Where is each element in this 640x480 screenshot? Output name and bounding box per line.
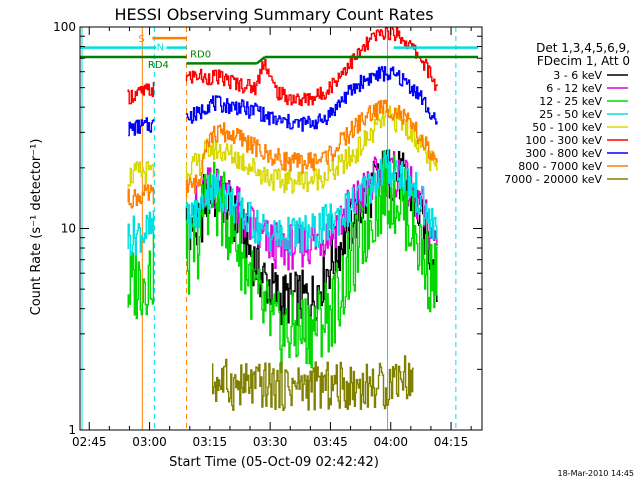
legend-label-1: 6 - 12 keV xyxy=(546,82,602,95)
x-tick-label: 03:30 xyxy=(253,435,288,449)
axes: 1 10 100 02:45 03:00 03:15 03:30 03:45 04:00 04:1… xyxy=(53,20,483,449)
legend-label-3: 25 - 50 keV xyxy=(539,108,602,121)
y-tick-label: 10 xyxy=(61,222,76,236)
legend-label-5: 100 - 300 keV xyxy=(525,134,602,147)
legend-header-line1: Det 1,3,4,5,6,9, xyxy=(536,41,630,55)
state-label-rd0: RD0 xyxy=(190,49,211,60)
y-axis-label: Count Rate (s⁻¹ detector⁻¹) xyxy=(29,139,44,316)
plot-area: S N RD4 RD0 xyxy=(80,27,478,430)
series-line-3 xyxy=(127,149,438,256)
series-line-5 xyxy=(127,27,438,107)
data-series xyxy=(127,27,438,411)
x-tick-label: 04:15 xyxy=(434,435,469,449)
series-line-6 xyxy=(128,66,438,137)
x-tick-label: 03:15 xyxy=(193,435,228,449)
footer-timestamp: 18-Mar-2010 14:45 xyxy=(558,469,635,478)
state-label-n: N xyxy=(157,43,164,54)
legend-label-4: 50 - 100 keV xyxy=(532,121,602,134)
series-line-0 xyxy=(185,149,438,326)
series-line-8 xyxy=(212,355,414,411)
legend-label-2: 12 - 25 keV xyxy=(539,95,602,108)
y-tick-label: 1 xyxy=(68,423,76,437)
series-line-4 xyxy=(127,105,438,194)
state-bar-rd0-step xyxy=(256,55,266,65)
legend-header-line2: FDecim 1, Att 0 xyxy=(537,54,630,68)
x-tick-label: 04:00 xyxy=(373,435,408,449)
x-axis-label: Start Time (05-Oct-09 02:42:42) xyxy=(169,455,379,470)
legend-label-0: 3 - 6 keV xyxy=(553,69,602,82)
legend-label-7: 800 - 7000 keV xyxy=(518,160,602,173)
series-line-7 xyxy=(127,99,438,209)
y-tick-label: 100 xyxy=(53,20,76,34)
state-label-s: S xyxy=(138,34,144,45)
legend-label-8: 7000 - 20000 keV xyxy=(504,173,602,186)
legend-label-6: 300 - 800 keV xyxy=(525,147,602,160)
x-tick-label: 02:45 xyxy=(72,435,107,449)
x-tick-label: 03:00 xyxy=(132,435,167,449)
state-label-rd4: RD4 xyxy=(148,60,169,71)
chart-title: HESSI Observing Summary Count Rates xyxy=(114,5,433,24)
x-tick-label: 03:45 xyxy=(313,435,348,449)
series-line-2 xyxy=(127,150,438,373)
